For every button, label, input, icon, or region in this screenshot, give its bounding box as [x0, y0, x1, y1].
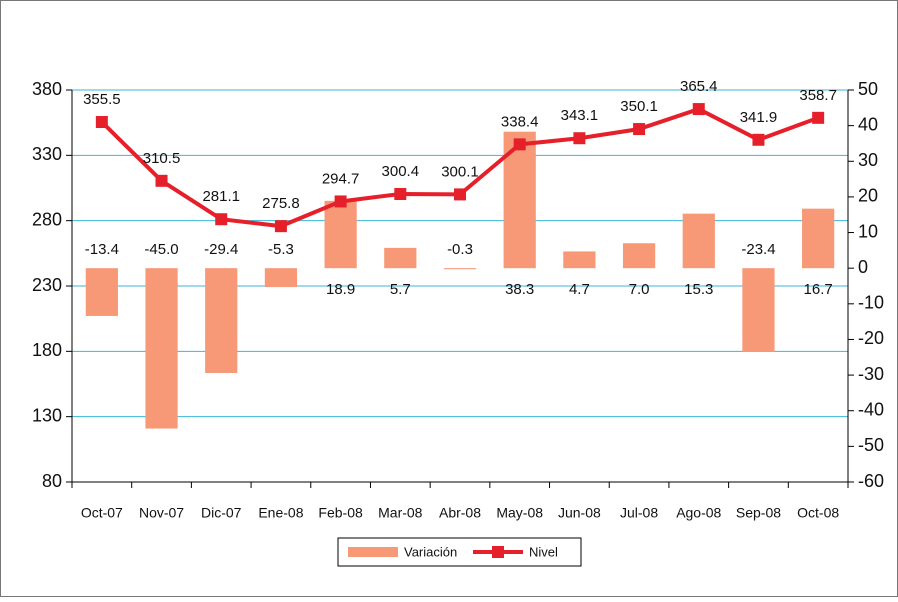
data-label: 294.7	[322, 170, 360, 187]
bar	[324, 200, 357, 269]
bar	[742, 268, 775, 352]
data-label: 4.7	[569, 281, 590, 298]
marker	[274, 220, 287, 233]
x-tick-label: Oct-08	[797, 505, 839, 521]
x-tick-label: Jun-08	[558, 505, 601, 521]
data-label: 338.4	[501, 113, 539, 130]
data-label: 355.5	[83, 91, 121, 108]
legend-label: Variación	[404, 544, 457, 559]
data-label: 18.9	[326, 281, 355, 298]
legend-label: Nivel	[529, 544, 558, 559]
y2-tick-label: 50	[858, 79, 878, 99]
y-tick-label: 130	[32, 405, 62, 425]
legend-swatch	[348, 547, 398, 557]
y2-tick-label: -10	[858, 293, 884, 313]
bar	[145, 268, 178, 429]
y2-tick-label: 30	[858, 150, 878, 170]
y-tick-label: 380	[32, 79, 62, 99]
marker	[573, 132, 586, 145]
x-tick-label: Sep-08	[736, 505, 781, 521]
y-tick-label: 80	[42, 471, 62, 491]
data-label: 16.7	[804, 281, 833, 298]
marker	[752, 133, 765, 146]
bar	[682, 213, 715, 269]
data-label: 7.0	[629, 281, 650, 298]
bar	[85, 268, 118, 316]
data-label: 358.7	[799, 87, 837, 104]
y2-tick-label: 20	[858, 186, 878, 206]
data-label: -0.3	[447, 241, 473, 258]
y-tick-label: 180	[32, 340, 62, 360]
y-tick-label: 230	[32, 275, 62, 295]
marker	[334, 195, 347, 208]
data-label: 275.8	[262, 195, 300, 212]
marker	[95, 116, 108, 129]
marker	[633, 123, 646, 136]
x-tick-label: May-08	[496, 505, 543, 521]
x-tick-label: Abr-08	[439, 505, 481, 521]
data-label: 343.1	[561, 107, 599, 124]
y2-tick-label: -40	[858, 399, 884, 419]
y-tick-label: 280	[32, 209, 62, 229]
x-tick-label: Nov-07	[139, 505, 184, 521]
marker	[692, 103, 705, 116]
y2-tick-label: -60	[858, 471, 884, 491]
data-label: 5.7	[390, 281, 411, 298]
data-label: -29.4	[204, 241, 238, 258]
x-tick-label: Ago-08	[676, 505, 721, 521]
y2-tick-label: 10	[858, 221, 878, 241]
marker	[513, 138, 526, 151]
marker	[215, 213, 228, 226]
data-label: 300.1	[441, 163, 479, 180]
data-label: 341.9	[740, 109, 778, 126]
data-label: -45.0	[144, 241, 178, 258]
x-tick-label: Mar-08	[378, 505, 423, 521]
x-tick-label: Dic-07	[201, 505, 242, 521]
data-label: 281.1	[202, 188, 240, 205]
y2-tick-label: 0	[858, 257, 868, 277]
y2-tick-label: 40	[858, 114, 878, 134]
y-tick-label: 330	[32, 144, 62, 164]
data-label: 310.5	[143, 150, 181, 167]
data-label: 350.1	[620, 98, 658, 115]
bar	[622, 243, 656, 269]
bar	[384, 247, 417, 269]
marker	[454, 188, 466, 201]
bar	[563, 251, 596, 269]
data-label: 365.4	[680, 78, 718, 95]
data-label: 38.3	[505, 281, 534, 298]
bar	[443, 268, 477, 270]
marker	[155, 174, 168, 187]
data-label: 15.3	[684, 281, 713, 298]
y2-tick-label: -20	[858, 328, 884, 348]
x-tick-label: Oct-07	[81, 505, 123, 521]
y2-tick-label: -30	[858, 364, 884, 384]
data-label: -23.4	[741, 241, 775, 258]
legend: Variación Nivel	[337, 537, 582, 567]
data-label: 300.4	[382, 163, 420, 180]
bar	[802, 208, 835, 269]
bar	[205, 268, 238, 373]
data-label: -5.3	[268, 241, 294, 258]
marker	[812, 111, 825, 124]
x-tick-label: Ene-08	[258, 505, 303, 521]
marker	[394, 188, 407, 201]
x-tick-label: Jul-08	[620, 505, 658, 521]
y2-tick-label: -50	[858, 435, 884, 455]
legend-swatch	[492, 546, 504, 558]
bar	[264, 268, 298, 288]
data-label: -13.4	[85, 241, 119, 258]
x-tick-label: Feb-08	[318, 505, 363, 521]
